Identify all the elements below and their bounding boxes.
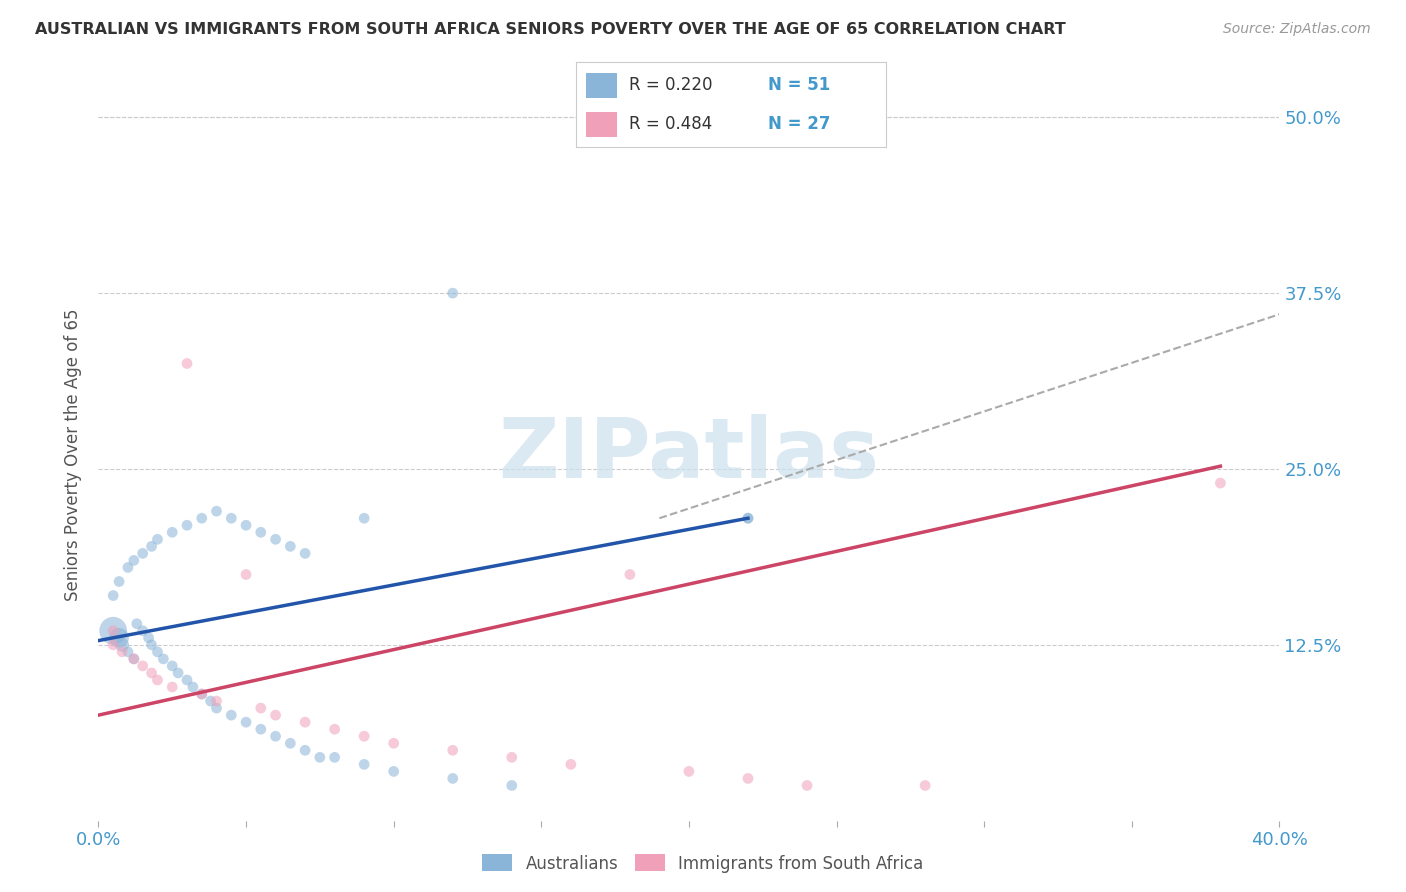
Point bbox=[176, 673, 198, 687]
Point bbox=[141, 665, 163, 680]
Point bbox=[205, 694, 228, 708]
Point bbox=[560, 757, 582, 772]
Point bbox=[103, 624, 125, 638]
Point bbox=[176, 518, 198, 533]
Point bbox=[1209, 476, 1232, 491]
Text: AUSTRALIAN VS IMMIGRANTS FROM SOUTH AFRICA SENIORS POVERTY OVER THE AGE OF 65 CO: AUSTRALIAN VS IMMIGRANTS FROM SOUTH AFRI… bbox=[35, 22, 1066, 37]
Point bbox=[264, 708, 287, 723]
Point bbox=[323, 750, 346, 764]
Point bbox=[181, 680, 204, 694]
Point bbox=[205, 701, 228, 715]
Bar bbox=[586, 72, 617, 98]
Point bbox=[146, 673, 169, 687]
Point bbox=[294, 715, 316, 730]
Point bbox=[294, 546, 316, 560]
Point bbox=[323, 723, 346, 737]
Point bbox=[146, 533, 169, 547]
Point bbox=[162, 680, 183, 694]
Point bbox=[103, 589, 125, 603]
Point bbox=[796, 779, 818, 793]
Point bbox=[122, 652, 145, 666]
Point bbox=[353, 511, 375, 525]
Bar bbox=[586, 112, 617, 137]
Point bbox=[103, 624, 125, 638]
Point bbox=[278, 539, 302, 553]
Text: R = 0.484: R = 0.484 bbox=[628, 115, 713, 133]
Point bbox=[235, 518, 257, 533]
Point bbox=[501, 779, 523, 793]
Point bbox=[737, 772, 759, 786]
Point bbox=[132, 624, 155, 638]
Point bbox=[619, 567, 641, 582]
Point bbox=[441, 286, 464, 301]
Point bbox=[162, 525, 183, 540]
Point bbox=[162, 659, 183, 673]
Point bbox=[146, 645, 169, 659]
Point bbox=[191, 687, 214, 701]
Point bbox=[138, 631, 160, 645]
Point bbox=[200, 694, 222, 708]
Point bbox=[122, 553, 145, 567]
Point bbox=[264, 533, 287, 547]
Point bbox=[176, 357, 198, 371]
Point bbox=[353, 757, 375, 772]
Point bbox=[191, 687, 214, 701]
Point bbox=[250, 723, 273, 737]
Point bbox=[141, 638, 163, 652]
Point bbox=[219, 511, 242, 525]
Point bbox=[108, 631, 131, 645]
Point bbox=[167, 665, 190, 680]
Point bbox=[264, 729, 287, 743]
Point bbox=[191, 511, 214, 525]
Point bbox=[132, 546, 155, 560]
Point bbox=[122, 652, 145, 666]
Point bbox=[219, 708, 242, 723]
Point bbox=[382, 764, 405, 779]
Point bbox=[353, 729, 375, 743]
Point bbox=[152, 652, 174, 666]
Point bbox=[108, 574, 131, 589]
Point bbox=[678, 764, 700, 779]
Point bbox=[441, 772, 464, 786]
Point bbox=[235, 715, 257, 730]
Y-axis label: Seniors Poverty Over the Age of 65: Seniors Poverty Over the Age of 65 bbox=[65, 309, 83, 601]
Point bbox=[235, 567, 257, 582]
Point bbox=[125, 616, 148, 631]
Text: R = 0.220: R = 0.220 bbox=[628, 77, 713, 95]
Point bbox=[111, 638, 134, 652]
Point bbox=[441, 743, 464, 757]
Text: ZIPatlas: ZIPatlas bbox=[499, 415, 879, 495]
Point bbox=[737, 511, 759, 525]
Point bbox=[250, 701, 273, 715]
Text: N = 27: N = 27 bbox=[768, 115, 831, 133]
Point bbox=[103, 638, 125, 652]
Point bbox=[737, 511, 759, 525]
Point bbox=[278, 736, 302, 750]
Point bbox=[117, 645, 139, 659]
Point bbox=[132, 659, 155, 673]
Text: N = 51: N = 51 bbox=[768, 77, 831, 95]
Point bbox=[501, 750, 523, 764]
Point bbox=[250, 525, 273, 540]
Point bbox=[309, 750, 332, 764]
Legend: Australians, Immigrants from South Africa: Australians, Immigrants from South Afric… bbox=[475, 847, 931, 880]
Point bbox=[294, 743, 316, 757]
Point bbox=[382, 736, 405, 750]
Point bbox=[205, 504, 228, 518]
Point bbox=[117, 560, 139, 574]
Text: Source: ZipAtlas.com: Source: ZipAtlas.com bbox=[1223, 22, 1371, 37]
Point bbox=[111, 645, 134, 659]
Point bbox=[914, 779, 936, 793]
Point bbox=[141, 539, 163, 553]
